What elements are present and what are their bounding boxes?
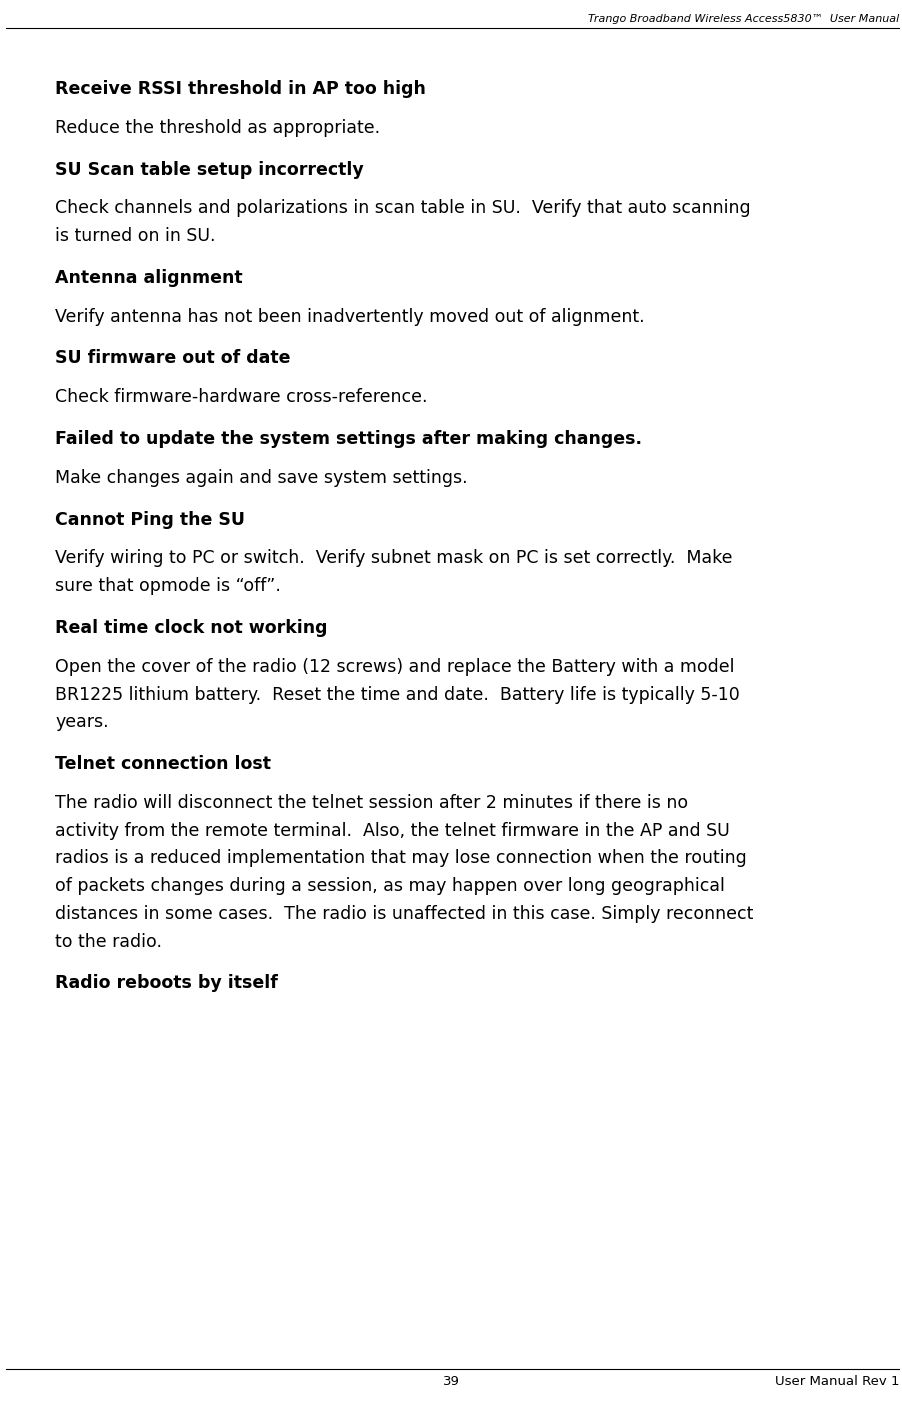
Text: distances in some cases.  The radio is unaffected in this case. Simply reconnect: distances in some cases. The radio is un… (55, 905, 752, 923)
Text: is turned on in SU.: is turned on in SU. (55, 227, 216, 245)
Text: BR1225 lithium battery.  Reset the time and date.  Battery life is typically 5-1: BR1225 lithium battery. Reset the time a… (55, 685, 739, 704)
Text: Verify wiring to PC or switch.  Verify subnet mask on PC is set correctly.  Make: Verify wiring to PC or switch. Verify su… (55, 550, 732, 567)
Text: SU Scan table setup incorrectly: SU Scan table setup incorrectly (55, 160, 364, 179)
Text: of packets changes during a session, as may happen over long geographical: of packets changes during a session, as … (55, 877, 724, 895)
Text: User Manual Rev 1: User Manual Rev 1 (774, 1375, 898, 1387)
Text: 39: 39 (443, 1375, 459, 1387)
Text: Real time clock not working: Real time clock not working (55, 619, 327, 637)
Text: to the radio.: to the radio. (55, 933, 161, 951)
Text: Failed to update the system settings after making changes.: Failed to update the system settings aft… (55, 431, 641, 447)
Text: Telnet connection lost: Telnet connection lost (55, 756, 271, 772)
Text: Check channels and polarizations in scan table in SU.  Verify that auto scanning: Check channels and polarizations in scan… (55, 200, 750, 218)
Text: years.: years. (55, 713, 108, 732)
Text: Reduce the threshold as appropriate.: Reduce the threshold as appropriate. (55, 118, 380, 136)
Text: Cannot Ping the SU: Cannot Ping the SU (55, 511, 244, 529)
Text: Check firmware-hardware cross-reference.: Check firmware-hardware cross-reference. (55, 388, 427, 407)
Text: Verify antenna has not been inadvertently moved out of alignment.: Verify antenna has not been inadvertentl… (55, 308, 644, 326)
Text: radios is a reduced implementation that may lose connection when the routing: radios is a reduced implementation that … (55, 850, 746, 868)
Text: Radio reboots by itself: Radio reboots by itself (55, 975, 278, 992)
Text: Receive RSSI threshold in AP too high: Receive RSSI threshold in AP too high (55, 80, 426, 98)
Text: SU firmware out of date: SU firmware out of date (55, 349, 290, 367)
Text: Trango Broadband Wireless Access5830™  User Manual: Trango Broadband Wireless Access5830™ Us… (587, 14, 898, 24)
Text: Make changes again and save system settings.: Make changes again and save system setti… (55, 469, 467, 487)
Text: Open the cover of the radio (12 screws) and replace the Battery with a model: Open the cover of the radio (12 screws) … (55, 658, 733, 675)
Text: Antenna alignment: Antenna alignment (55, 269, 243, 287)
Text: The radio will disconnect the telnet session after 2 minutes if there is no: The radio will disconnect the telnet ses… (55, 794, 687, 812)
Text: activity from the remote terminal.  Also, the telnet firmware in the AP and SU: activity from the remote terminal. Also,… (55, 822, 729, 840)
Text: sure that opmode is “off”.: sure that opmode is “off”. (55, 577, 281, 595)
